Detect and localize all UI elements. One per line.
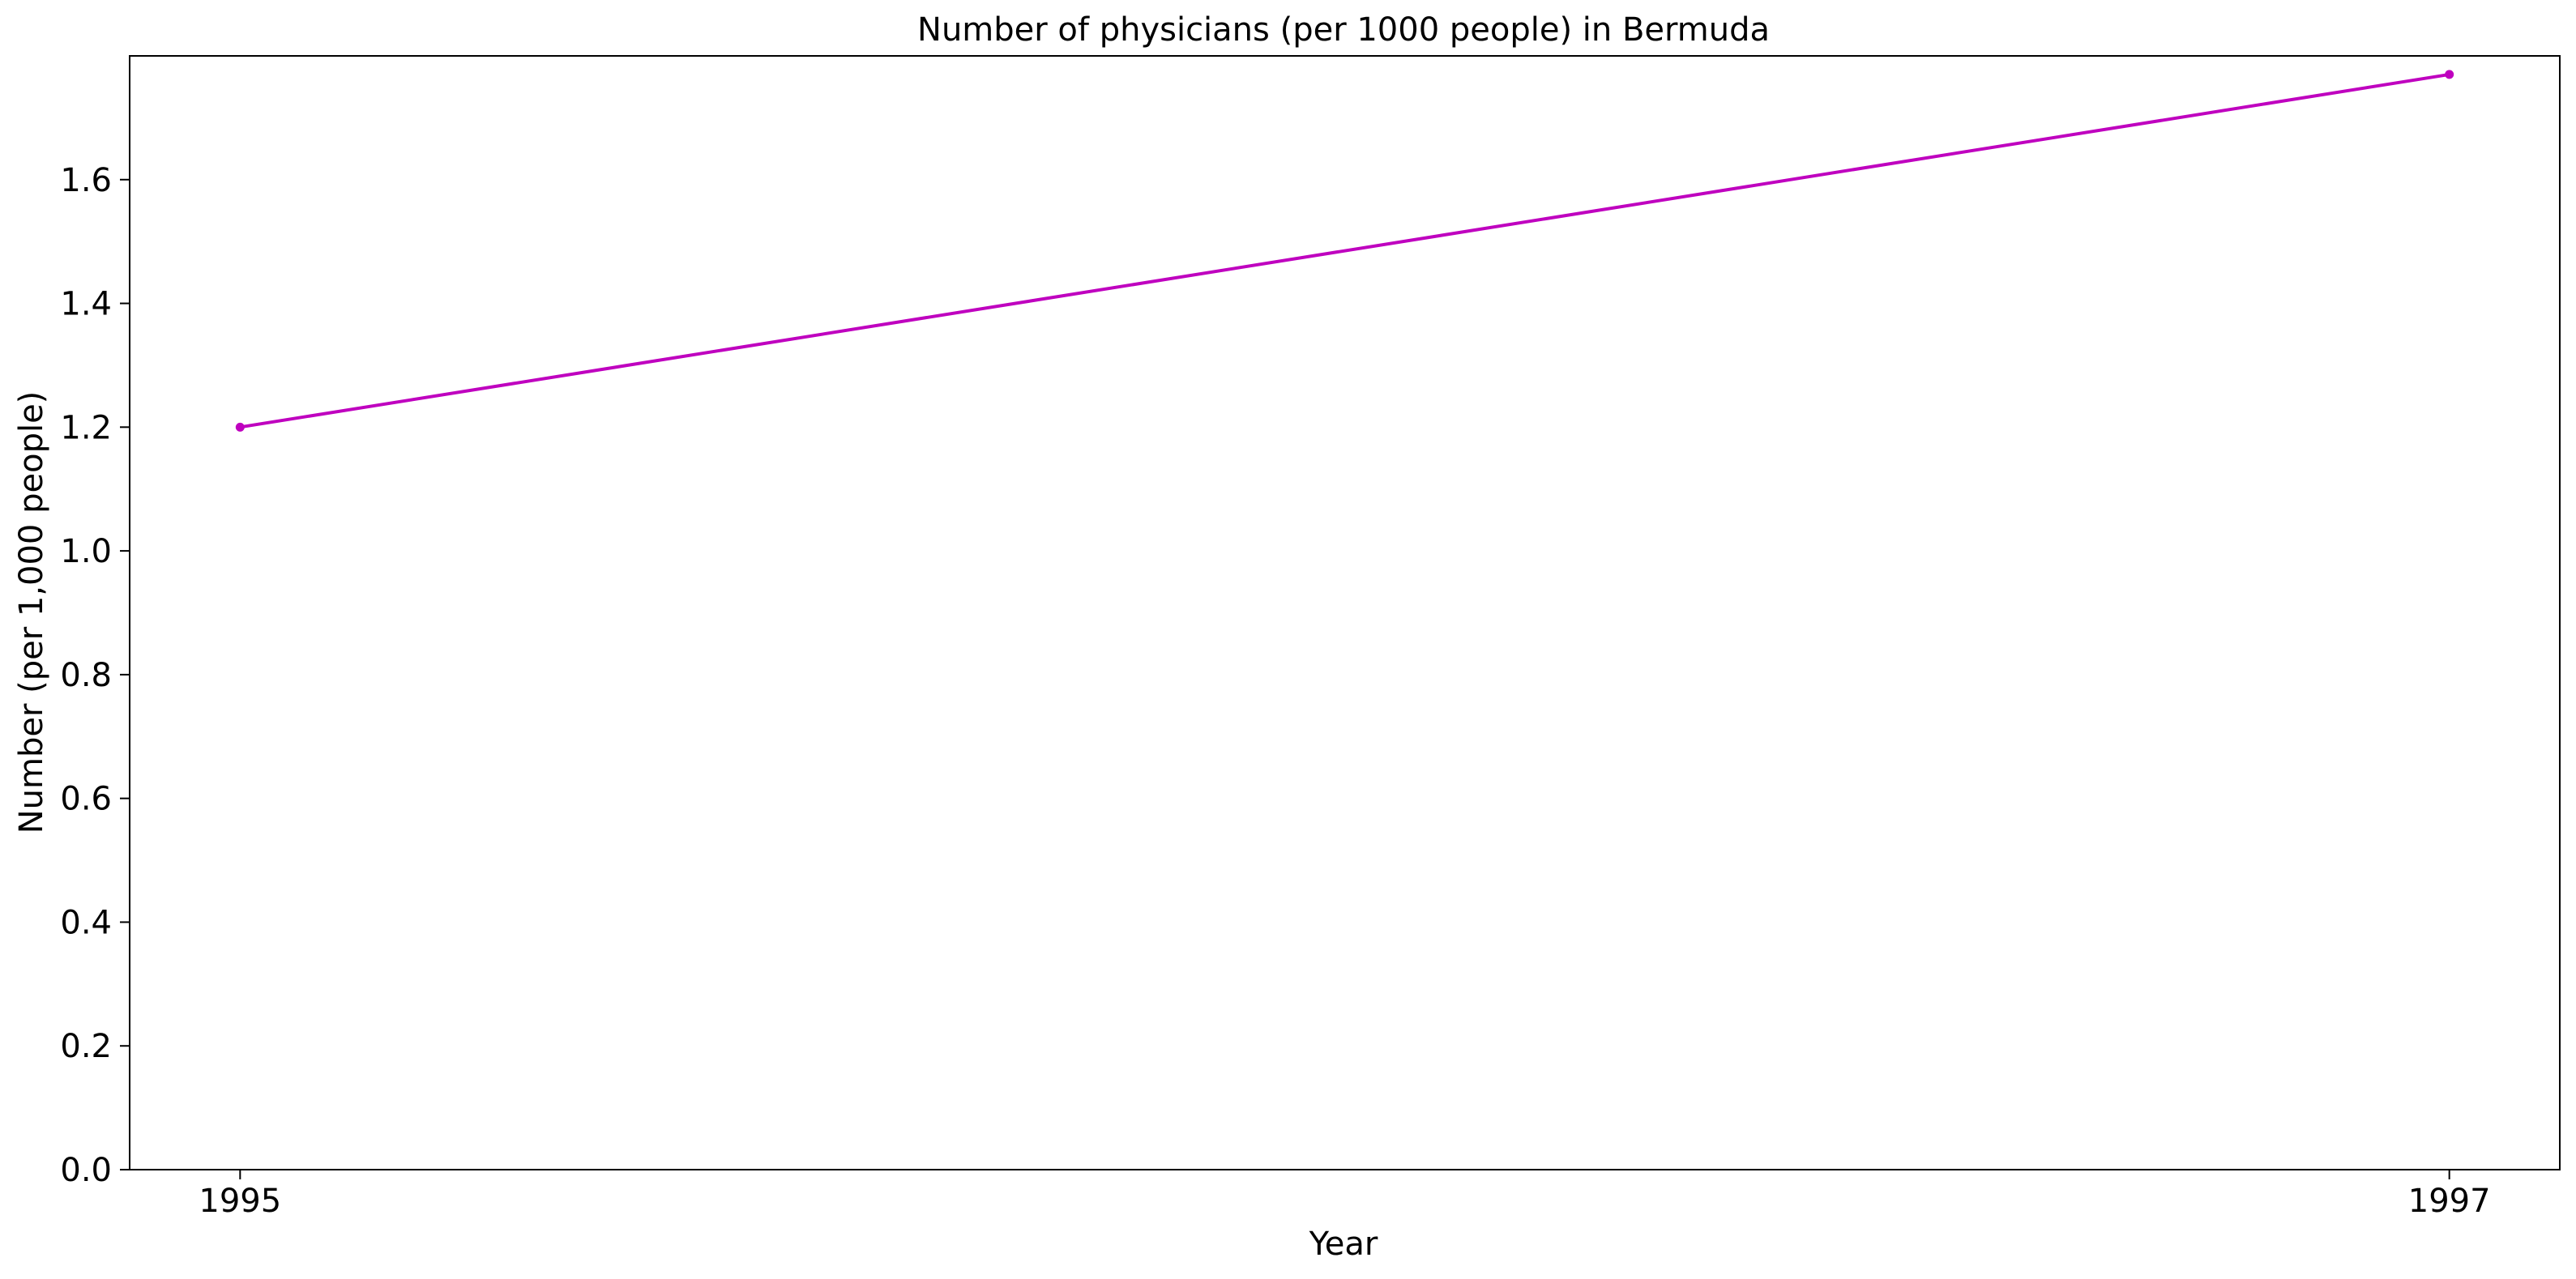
y-axis-label: Number (per 1,000 people) [13, 391, 50, 834]
x-axis-ticks: 1995 1997 [199, 1170, 2491, 1220]
series-point [235, 422, 245, 432]
x-axis-label: Year [1309, 1226, 1378, 1263]
series-line [238, 72, 2451, 429]
series-point [2445, 70, 2454, 79]
chart-title: Number of physicians (per 1000 people) i… [917, 11, 1770, 49]
y-tick-label: 0.0 [60, 1152, 112, 1189]
y-tick-label: 0.4 [60, 904, 112, 941]
y-tick-label: 1.2 [60, 409, 112, 446]
x-tick-label: 1997 [2408, 1183, 2491, 1220]
y-tick-label: 0.8 [60, 657, 112, 694]
y-tick-label: 0.2 [60, 1028, 112, 1065]
y-axis-ticks: 0.0 0.2 0.4 0.6 0.8 1.0 1.2 1.4 1.6 [60, 162, 130, 1189]
y-tick-label: 1.6 [60, 162, 112, 199]
plot-area [235, 70, 2454, 432]
axes-frame [129, 55, 2561, 1170]
y-tick-label: 0.6 [60, 781, 112, 818]
y-tick-label: 1.4 [60, 286, 112, 323]
y-tick-label: 1.0 [60, 533, 112, 570]
x-tick-label: 1995 [199, 1183, 281, 1220]
